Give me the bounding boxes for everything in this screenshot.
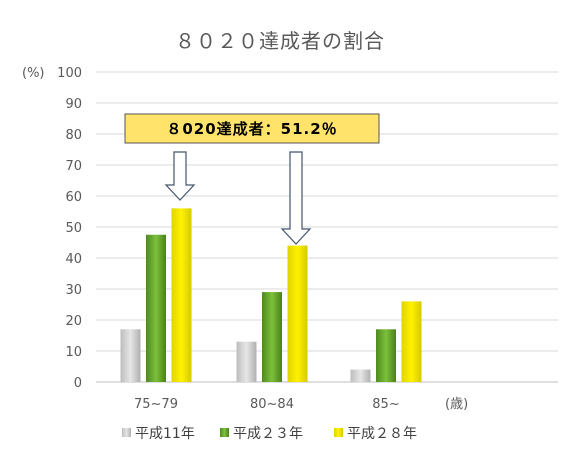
legend-label: 平成２３年 [233, 426, 303, 442]
y-tick-label: 100 [57, 66, 82, 81]
legend-swatch [334, 428, 343, 437]
bar [350, 369, 371, 382]
y-tick-label: 40 [65, 252, 82, 267]
y-axis-unit: (%) [22, 66, 45, 81]
down-arrow-right [280, 151, 312, 245]
y-tick-label: 10 [65, 345, 82, 360]
x-tick-label: 80~84 [250, 397, 294, 412]
y-tick-label: 30 [65, 283, 82, 298]
bar [262, 292, 282, 382]
annotation-text: ８020達成者：51.2％ [166, 120, 337, 138]
legend-swatch [220, 428, 229, 437]
y-tick-label: 0 [74, 376, 82, 391]
bar [376, 329, 396, 382]
x-tick-label: 75~79 [134, 397, 178, 412]
y-tick-label: 70 [65, 159, 82, 174]
down-arrow-left [164, 151, 196, 201]
legend-label: 平成11年 [135, 426, 195, 442]
legend-swatch [122, 428, 131, 437]
y-tick-label: 80 [65, 128, 82, 143]
x-tick-labels: 75~79 80~84 85~ [134, 397, 400, 412]
legend: 平成11年 平成２３年 平成２８年 [122, 426, 417, 442]
legend-label: 平成２８年 [347, 426, 417, 442]
x-axis-unit: (歳) [445, 397, 468, 412]
bar [401, 301, 422, 382]
y-tick-label: 50 [65, 221, 82, 236]
bar [146, 234, 166, 382]
y-tick-label: 20 [65, 314, 82, 329]
x-tick-label: 85~ [372, 397, 399, 412]
y-tick-labels: 0 10 20 30 40 50 60 70 80 90 100 [57, 66, 82, 391]
bars [120, 208, 422, 382]
y-tick-label: 60 [65, 190, 82, 205]
chart-title: ８０２０達成者の割合 [175, 29, 385, 53]
y-tick-label: 90 [65, 97, 82, 112]
bar [120, 329, 141, 382]
bar [171, 208, 192, 382]
bar [287, 245, 308, 382]
bar [236, 341, 257, 382]
annotation-box [124, 113, 380, 144]
